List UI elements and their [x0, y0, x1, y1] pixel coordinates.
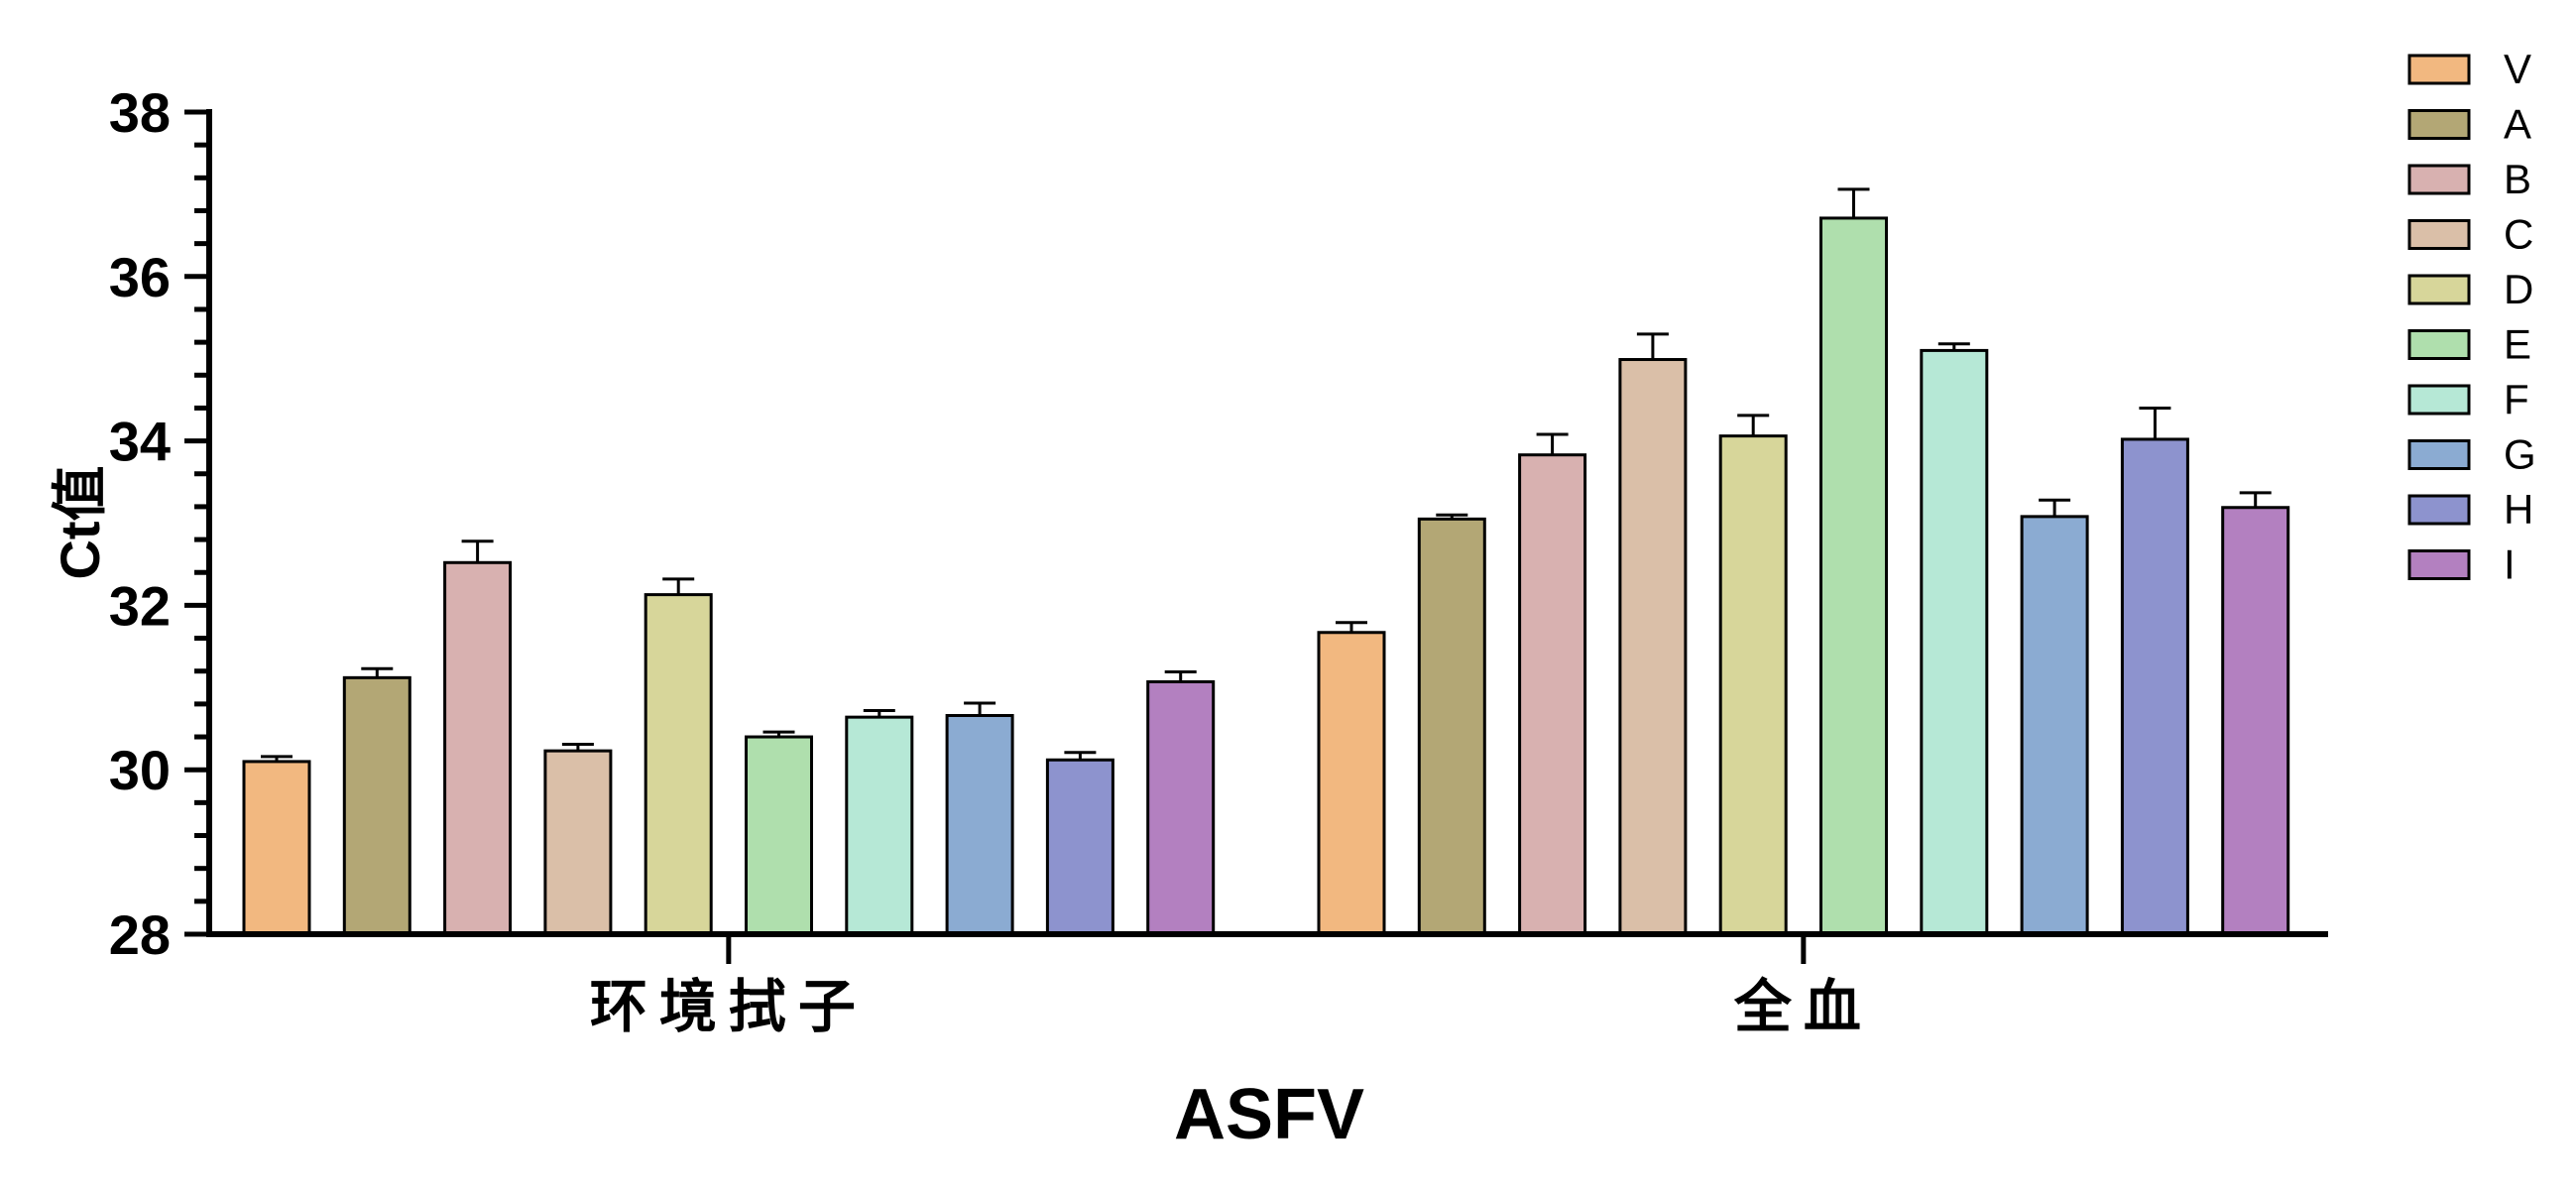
y-tick-label: 38 — [109, 81, 171, 144]
bars-layer — [242, 187, 2290, 936]
bar-I-0 — [1146, 670, 1216, 936]
y-tick-label: 28 — [109, 903, 171, 966]
bar-E-1 — [1819, 187, 1888, 936]
y-tick-label: 32 — [109, 574, 171, 637]
bar-V-1 — [1317, 621, 1386, 936]
bar-rect — [845, 715, 914, 936]
bar-rect — [443, 560, 513, 936]
bar-G-0 — [945, 701, 1014, 936]
bar-rect — [1518, 453, 1587, 936]
bar-F-1 — [1920, 342, 1989, 936]
bar-rect — [745, 735, 813, 936]
legend-label: I — [2504, 541, 2516, 588]
bar-rect — [644, 593, 713, 936]
legend-swatch — [2407, 109, 2471, 140]
bar-rect — [1045, 758, 1114, 936]
legend-label: A — [2504, 101, 2531, 148]
y-tick-label: 34 — [109, 411, 171, 473]
legend-label: G — [2504, 431, 2536, 478]
legend-swatch — [2407, 439, 2471, 470]
bar-rect — [1920, 348, 1989, 936]
legend-swatch — [2407, 274, 2471, 305]
legend-swatch — [2407, 549, 2471, 580]
legend-item-F: F — [2407, 376, 2529, 422]
bar-D-1 — [1718, 414, 1788, 936]
bar-rect — [1819, 216, 1888, 936]
x-axis-title: ASFV — [1174, 1075, 1364, 1154]
legend-item-E: E — [2407, 321, 2531, 368]
bar-H-1 — [2120, 406, 2189, 936]
bar-B-1 — [1518, 432, 1587, 936]
bar-rect — [342, 675, 411, 936]
y-tick-label: 30 — [109, 739, 171, 801]
bar-E-0 — [745, 730, 813, 936]
bar-rect — [543, 749, 613, 936]
bar-rect — [1146, 679, 1216, 936]
bar-H-0 — [1045, 751, 1114, 936]
bar-rect — [1317, 631, 1386, 936]
legend-label: E — [2504, 321, 2531, 368]
y-tick-label: 36 — [109, 246, 171, 308]
legend-item-C: C — [2407, 211, 2533, 258]
legend-item-I: I — [2407, 541, 2516, 588]
legend-label: F — [2504, 376, 2529, 422]
axes-layer — [206, 109, 2328, 937]
legend-label: D — [2504, 266, 2533, 312]
legend-label: H — [2504, 486, 2533, 533]
y-axis-title: Ct值 — [49, 465, 111, 579]
bar-F-0 — [845, 709, 914, 936]
bar-I-1 — [2221, 491, 2290, 936]
bar-C-0 — [543, 743, 613, 936]
legend-item-D: D — [2407, 266, 2533, 312]
bar-rect — [1718, 434, 1788, 936]
x-category-label: 环境拭子 — [590, 973, 868, 1040]
bar-rect — [2221, 506, 2290, 936]
bar-D-0 — [644, 577, 713, 936]
legend-item-H: H — [2407, 486, 2533, 533]
legend-item-V: V — [2407, 46, 2531, 92]
legend-swatch — [2407, 494, 2471, 526]
bar-rect — [242, 760, 311, 936]
legend-label: V — [2504, 46, 2531, 92]
y-ticks: 28 30 32 34 36 38 — [109, 81, 209, 966]
legend-swatch — [2407, 164, 2471, 195]
bar-rect — [945, 713, 1014, 936]
legend-swatch — [2407, 219, 2471, 250]
legend-item-G: G — [2407, 431, 2536, 478]
legend-swatch — [2407, 54, 2471, 85]
bar-C-1 — [1618, 332, 1688, 936]
bar-A-1 — [1417, 513, 1486, 936]
bar-rect — [1618, 358, 1688, 936]
legend-label: B — [2504, 156, 2531, 202]
bar-B-0 — [443, 539, 513, 936]
x-category-label: 全血 — [1733, 973, 1873, 1040]
legend-item-B: B — [2407, 156, 2531, 202]
legend-swatch — [2407, 384, 2471, 416]
legend-label: C — [2504, 211, 2533, 258]
legend-swatch — [2407, 329, 2471, 360]
bar-rect — [2020, 515, 2089, 936]
bar-rect — [1417, 517, 1486, 936]
bar-A-0 — [342, 666, 411, 936]
bar-V-0 — [242, 755, 311, 936]
bar-rect — [2120, 437, 2189, 936]
bar-G-1 — [2020, 498, 2089, 936]
legend-item-A: A — [2407, 101, 2531, 148]
x-categories: 环境拭子 全血 — [590, 934, 1873, 1040]
